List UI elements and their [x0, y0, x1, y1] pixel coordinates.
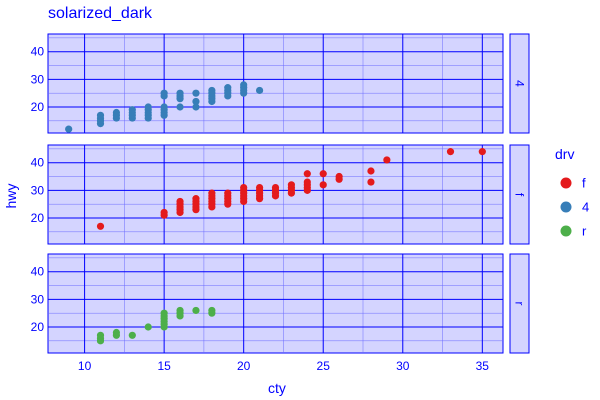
data-point [176, 306, 184, 315]
data-point [160, 89, 168, 97]
data-point [255, 183, 264, 192]
y-tick-label: 30 [31, 183, 45, 197]
data-point [208, 306, 216, 315]
facet-strip [509, 33, 530, 134]
data-point [303, 170, 311, 178]
data-point [176, 89, 184, 97]
data-point [271, 183, 280, 192]
data-point [96, 111, 105, 119]
y-tick-label: 30 [31, 292, 45, 306]
data-point [96, 331, 105, 339]
data-point [192, 195, 200, 203]
facet-panel-f: 20 30 40 f [31, 144, 530, 245]
data-point [224, 189, 232, 197]
facet-strip-label: 4 [513, 80, 527, 87]
x-tick-label: 35 [476, 359, 490, 373]
facet-strip [509, 253, 530, 354]
x-axis: 10 15 20 25 30 35 [78, 359, 489, 373]
legend-swatch-f [560, 177, 572, 189]
legend-swatch-r [560, 225, 572, 237]
panel-background [47, 253, 504, 354]
data-point [112, 328, 121, 337]
y-tick-label: 40 [31, 265, 45, 279]
data-point [160, 103, 168, 111]
y-tick-label: 20 [31, 100, 45, 114]
data-point [144, 103, 152, 111]
chart-title: solarized_dark [48, 5, 153, 22]
data-point [367, 167, 375, 175]
x-tick-label: 25 [317, 359, 331, 373]
x-axis-title: cty [268, 380, 286, 396]
x-tick-label: 20 [237, 359, 251, 373]
data-point [367, 178, 375, 186]
y-axis-title: hwy [3, 184, 19, 209]
y-tick-label: 40 [31, 156, 45, 170]
data-point [128, 106, 136, 114]
legend-title: drv [555, 146, 574, 162]
data-point [319, 170, 327, 178]
data-point [208, 189, 216, 197]
legend-swatch-4 [560, 201, 572, 213]
data-point [144, 323, 152, 331]
data-point [96, 222, 105, 230]
data-point [240, 183, 248, 192]
data-point [478, 148, 486, 156]
y-tick-label: 30 [31, 72, 45, 86]
x-tick-label: 15 [157, 359, 171, 373]
legend: drv f 4 r [555, 146, 589, 239]
facet-panels: 20 30 40 4 20 30 40 f 20 30 40 r [31, 33, 530, 354]
data-point [303, 178, 311, 186]
data-point [160, 309, 168, 317]
data-point [240, 81, 248, 89]
data-point [128, 331, 136, 339]
panel-background [47, 33, 504, 134]
y-tick-label: 40 [31, 45, 45, 59]
facet-strip [509, 144, 530, 245]
legend-label-r: r [582, 224, 587, 239]
facet-panel-r: 20 30 40 r [31, 253, 530, 354]
data-point [383, 156, 391, 164]
y-tick-label: 20 [31, 320, 45, 334]
data-point [287, 181, 296, 189]
legend-label-4: 4 [582, 200, 589, 215]
data-point [192, 89, 200, 97]
data-point [319, 181, 327, 189]
data-point [176, 197, 184, 206]
facet-panel-4: 20 30 40 4 [31, 33, 530, 134]
data-point [65, 125, 73, 133]
data-point [192, 306, 200, 315]
data-point [335, 172, 343, 181]
data-point [192, 103, 200, 111]
facet-strip-label: f [513, 193, 527, 197]
x-tick-label: 10 [78, 359, 92, 373]
data-point [192, 97, 200, 106]
data-point [224, 84, 232, 92]
y-tick-label: 20 [31, 211, 45, 225]
facet-strip-label: r [513, 302, 527, 306]
data-point [176, 103, 184, 111]
data-point [255, 86, 264, 95]
x-tick-label: 30 [396, 359, 410, 373]
data-point [112, 108, 121, 117]
legend-label-f: f [582, 176, 586, 191]
data-point [208, 86, 216, 95]
data-point [446, 148, 455, 156]
data-point [160, 208, 168, 217]
